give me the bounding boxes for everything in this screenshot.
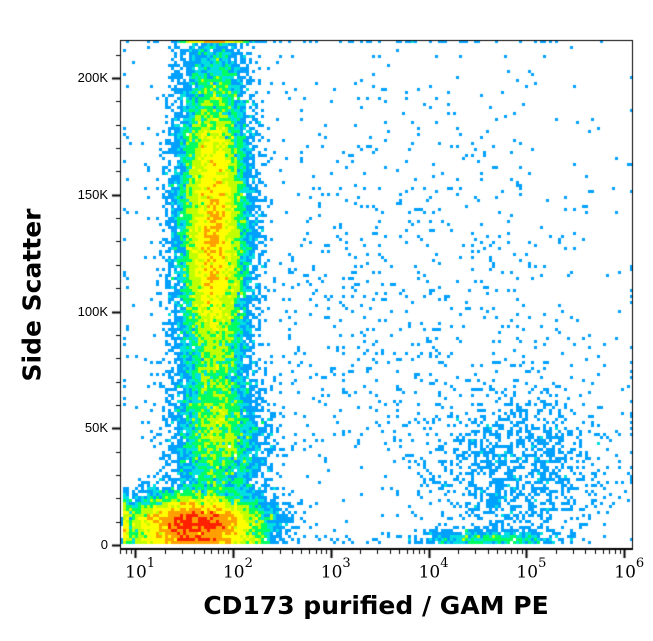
- x-tick-label: 106: [614, 556, 645, 583]
- y-tick-label: 50K: [84, 420, 108, 436]
- x-tick-label: 101: [125, 556, 156, 583]
- y-axis-label-text: Side Scatter: [17, 208, 47, 382]
- y-tick-label: 0: [100, 537, 108, 552]
- x-axis-label: CD173 purified / GAM PE: [203, 591, 549, 620]
- x-tick-label: 103: [320, 556, 351, 583]
- y-tick-label: 100K: [77, 303, 108, 319]
- y-tick-label: 150K: [77, 186, 108, 202]
- x-tick-label: 105: [516, 556, 547, 583]
- x-tick-label: 104: [418, 556, 449, 583]
- y-tick-label: 200K: [77, 70, 108, 85]
- x-tick-label: 102: [222, 556, 253, 583]
